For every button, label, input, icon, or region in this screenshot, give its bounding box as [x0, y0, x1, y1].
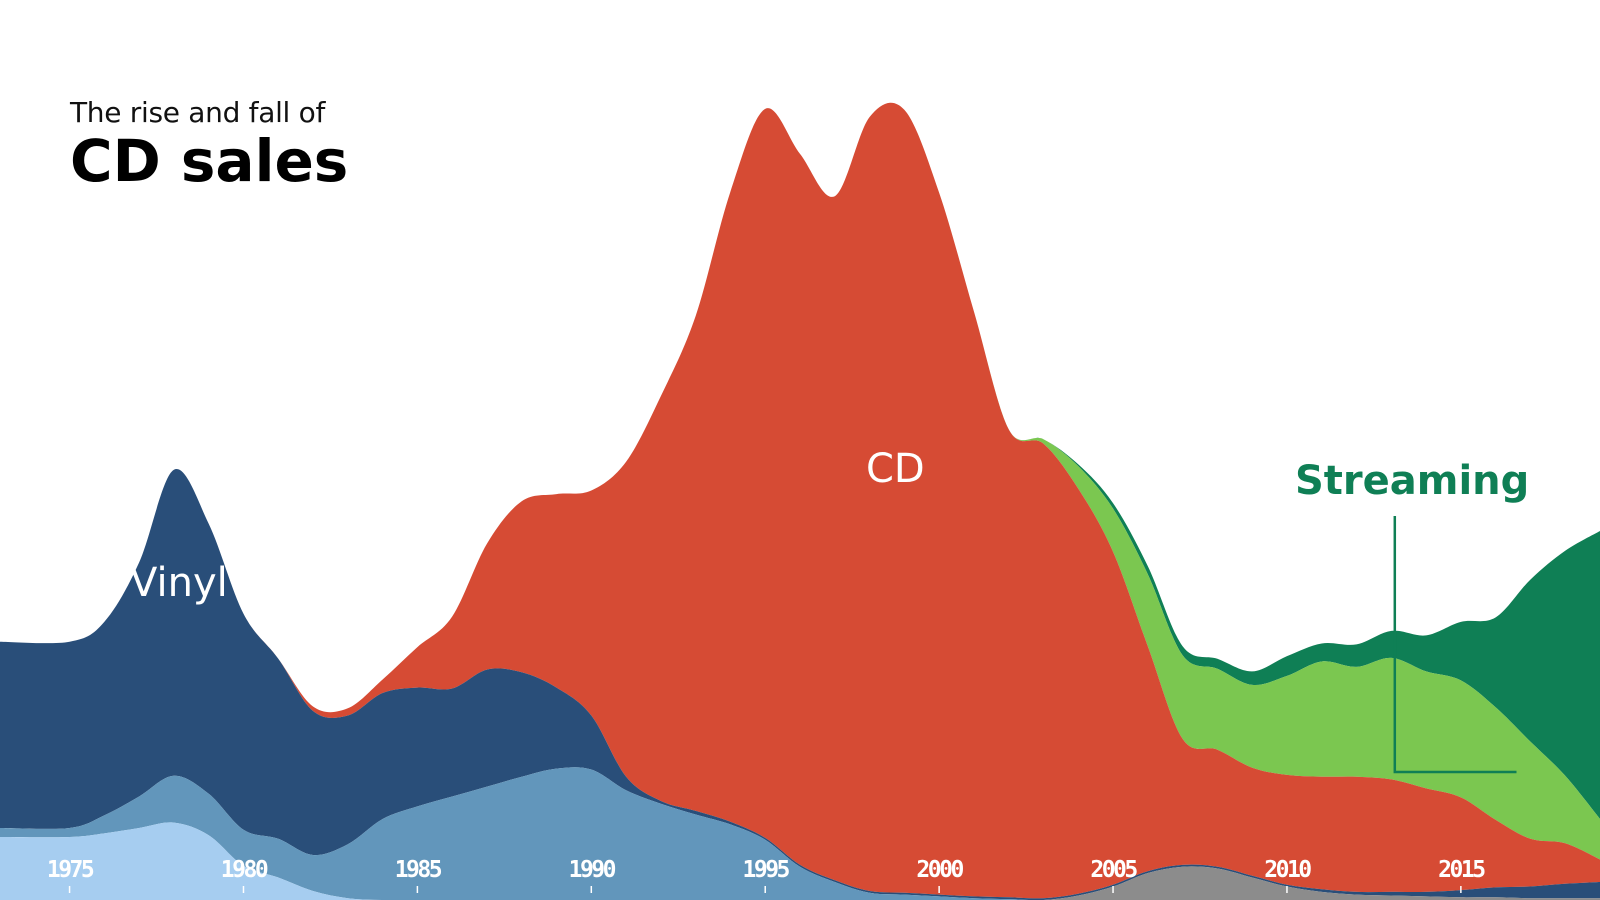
tick-label-1985: 1985	[395, 857, 442, 883]
series-area-cassette	[0, 822, 1600, 900]
tick-label-1980: 1980	[221, 857, 268, 883]
tick-label-2000: 2000	[916, 857, 963, 883]
tick-label-1995: 1995	[743, 857, 790, 883]
chart-title: CD sales	[70, 127, 349, 195]
tick-label-2015: 2015	[1438, 857, 1485, 883]
series-area-vinyl-light	[0, 767, 1600, 900]
series-label-streaming: Streaming	[1295, 458, 1530, 504]
series-area-other	[0, 866, 1600, 900]
title-block: The rise and fall of CD sales	[70, 96, 348, 195]
tick-label-2010: 2010	[1264, 857, 1311, 883]
streaming-callout-line	[1393, 516, 1517, 774]
series-area-downloads	[0, 102, 1600, 860]
chart-subtitle: The rise and fall of	[70, 96, 326, 129]
series-area-vinyl	[0, 469, 1600, 900]
tick-label-1990: 1990	[569, 857, 616, 883]
tick-label-2005: 2005	[1090, 857, 1137, 883]
tick-label-1975: 1975	[47, 857, 94, 883]
series-label-cd: CD	[866, 446, 925, 492]
series-label-vinyl: Vinyl	[130, 560, 228, 606]
series-area-cd	[0, 102, 1600, 899]
